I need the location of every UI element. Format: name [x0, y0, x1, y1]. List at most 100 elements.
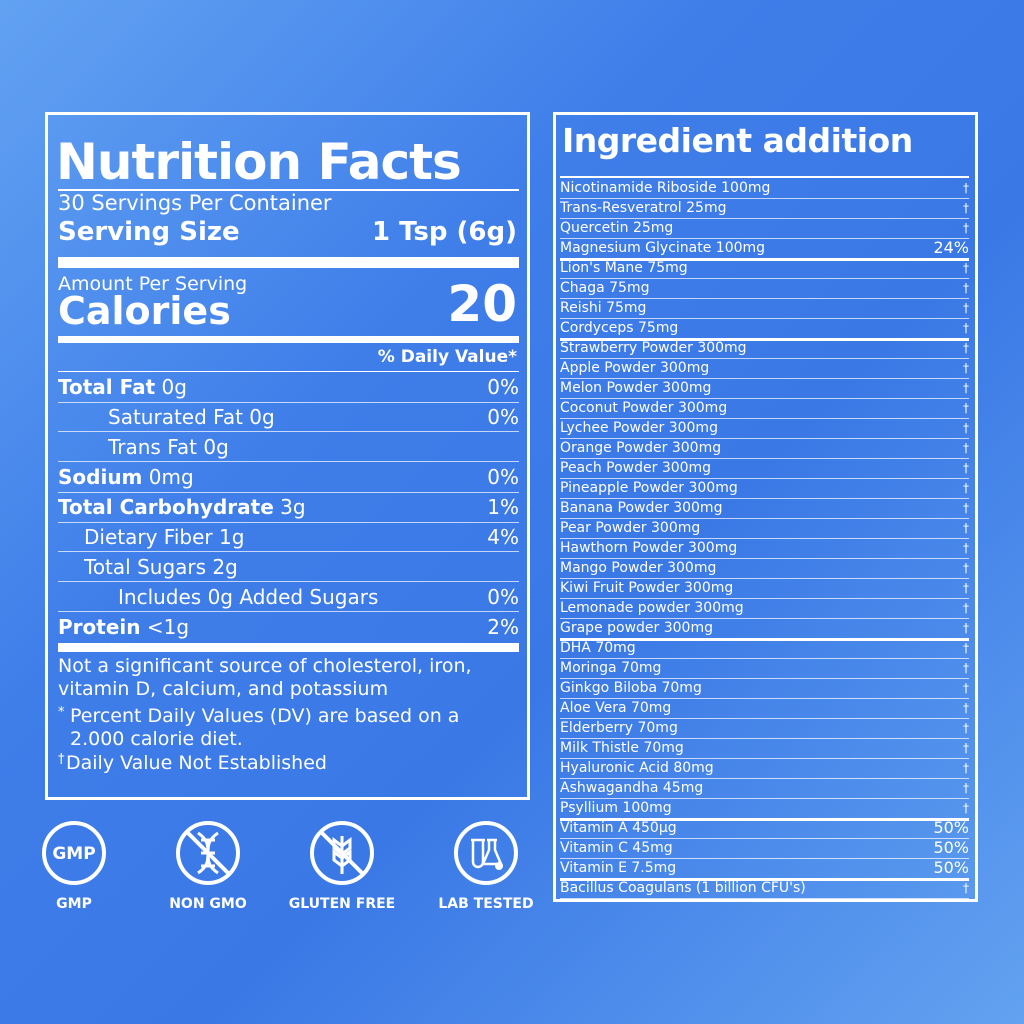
ingredient-row: Chaga 75mg †: [560, 278, 969, 299]
ingredient-name: Orange Powder 300mg: [560, 440, 722, 456]
ingredient-name: Pineapple Powder 300mg: [560, 480, 738, 496]
ingredient-dv: †: [963, 561, 969, 575]
ingredient-name: Lychee Powder 300mg: [560, 420, 718, 436]
ingredient-row: Pear Powder 300mg †: [560, 518, 969, 539]
title: Nutrition Facts: [56, 133, 462, 191]
ingredient-name: Peach Powder 300mg: [560, 460, 712, 476]
ingredient-row: Lychee Powder 300mg †: [560, 418, 969, 439]
serving-size-value: 1 Tsp (6g): [371, 217, 517, 247]
ingredient-dv: †: [963, 301, 969, 315]
ingredient-row: Peach Powder 300mg †: [560, 458, 969, 479]
ingredient-name: Apple Powder 300mg: [560, 360, 710, 376]
footnote: Not a significant source of cholesterol,…: [58, 655, 472, 700]
marker: *: [58, 705, 65, 720]
nutrient-dv: 0%: [487, 405, 519, 429]
nutrient-name: Total Fat: [58, 375, 156, 399]
ingredient-dv: †: [963, 381, 969, 395]
ingredient-row: Reishi 75mg †: [560, 298, 969, 319]
ingredient-row: DHA 70mg †: [560, 638, 969, 659]
ingredient-name: Bacillus Coagulans (1 billion CFU's): [560, 880, 806, 896]
nutrient-amount: 0g: [249, 405, 275, 429]
nutrient-name: Trans Fat: [108, 435, 197, 459]
footnote-text: Daily Value Not Established: [66, 752, 327, 774]
ingredient-name: Psyllium 100mg: [560, 800, 672, 816]
ingredient-dv: †: [963, 781, 969, 795]
ingredient-dv: †: [963, 741, 969, 755]
badge-icon: [454, 821, 518, 885]
ingredient-row: Ginkgo Biloba 70mg †: [560, 678, 969, 699]
ingredient-dv: †: [963, 481, 969, 495]
ingredient-dv: †: [963, 681, 969, 695]
ingredient-row: Psyllium 100mg †: [560, 798, 969, 821]
nutrient-dv: 4%: [487, 525, 519, 549]
nutrient-row: Trans Fat 0g: [58, 432, 519, 462]
nutrient-name: Total Carbohydrate: [58, 495, 274, 519]
title: Ingredient addition: [562, 121, 913, 160]
badge-label: LAB TESTED: [438, 896, 534, 912]
badge: LAB TESTED: [426, 818, 546, 912]
nutrient-amount: 0g: [203, 435, 229, 459]
ingredient-row: Nicotinamide Riboside 100mg †: [560, 178, 969, 199]
badge: NON GMO: [148, 818, 268, 912]
ingredient-name: Grape powder 300mg: [560, 620, 713, 636]
badge: GLUTEN FREE: [282, 818, 402, 912]
badge-icon: [310, 821, 374, 885]
nutrient-row: Includes 0g Added Sugars 0%: [58, 582, 519, 612]
ingredient-dv: †: [963, 641, 969, 655]
badge-label: GMP: [56, 896, 92, 912]
dv-header: % Daily Value*: [377, 347, 517, 367]
ingredient-row: Lemonade powder 300mg †: [560, 598, 969, 619]
rule: [58, 371, 519, 372]
badge-icon: [176, 821, 240, 885]
ingredient-name: Hyaluronic Acid 80mg: [560, 760, 714, 776]
ingredient-dv: †: [963, 201, 969, 215]
ingredient-name: Ginkgo Biloba 70mg: [560, 680, 702, 696]
ingredient-row: Bacillus Coagulans (1 billion CFU's) †: [560, 878, 969, 899]
ingredients-panel: Ingredient addition Nicotinamide Ribosid…: [553, 112, 978, 902]
badge-icon-text: GMP: [52, 844, 95, 864]
ingredient-dv: †: [963, 461, 969, 475]
ingredient-row: Banana Powder 300mg †: [560, 498, 969, 519]
ingredient-name: Strawberry Powder 300mg: [560, 340, 747, 356]
ingredient-dv: †: [963, 221, 969, 235]
ingredient-name: Coconut Powder 300mg: [560, 400, 728, 416]
nutrient-dv: 2%: [487, 615, 519, 639]
ingredient-name: Chaga 75mg: [560, 280, 650, 296]
marker: †: [58, 752, 65, 767]
ingredient-name: Vitamin C 45mg: [560, 840, 673, 856]
nutrient-amount: 2g: [212, 555, 238, 579]
ingredient-row: Milk Thistle 70mg †: [560, 738, 969, 759]
nutrient-row: Total Sugars 2g: [58, 552, 519, 582]
ingredient-name: Cordyceps 75mg: [560, 320, 679, 336]
ingredient-row: Elderberry 70mg †: [560, 718, 969, 739]
ingredient-name: Elderberry 70mg: [560, 720, 678, 736]
ingredient-dv: †: [963, 601, 969, 615]
ingredient-name: Lion's Mane 75mg: [560, 260, 688, 276]
ingredient-name: Quercetin 25mg: [560, 220, 674, 236]
ingredient-dv: 50%: [933, 838, 969, 857]
ingredient-row: Trans-Resveratrol 25mg †: [560, 198, 969, 219]
nutrient-row: Sodium 0mg 0%: [58, 462, 519, 493]
rule: [58, 189, 519, 191]
ingredient-row: Vitamin C 45mg 50%: [560, 838, 969, 859]
ingredient-name: Vitamin A 450μg: [560, 820, 677, 836]
ingredient-row: Magnesium Glycinate 100mg 24%: [560, 238, 969, 261]
ingredient-name: Pear Powder 300mg: [560, 520, 701, 536]
ingredient-row: Apple Powder 300mg †: [560, 358, 969, 379]
ingredient-dv: †: [963, 621, 969, 635]
ingredient-name: Moringa 70mg: [560, 660, 662, 676]
ingredient-dv: †: [963, 801, 969, 815]
ingredient-dv: †: [963, 661, 969, 675]
servings: 30 Servings Per Container: [58, 191, 332, 215]
amount-label: Amount Per Serving: [58, 273, 248, 295]
ingredient-name: Nicotinamide Riboside 100mg: [560, 180, 771, 196]
ingredient-row: Grape powder 300mg †: [560, 618, 969, 641]
footnote-text: Percent Daily Values (DV) are based on a…: [70, 705, 460, 750]
ingredient-dv: †: [963, 721, 969, 735]
nutrient-name: Saturated Fat: [108, 405, 243, 429]
ingredient-dv: †: [963, 321, 969, 335]
ingredient-dv: †: [963, 761, 969, 775]
ingredient-name: Aloe Vera 70mg: [560, 700, 672, 716]
ingredient-name: Magnesium Glycinate 100mg: [560, 240, 766, 256]
